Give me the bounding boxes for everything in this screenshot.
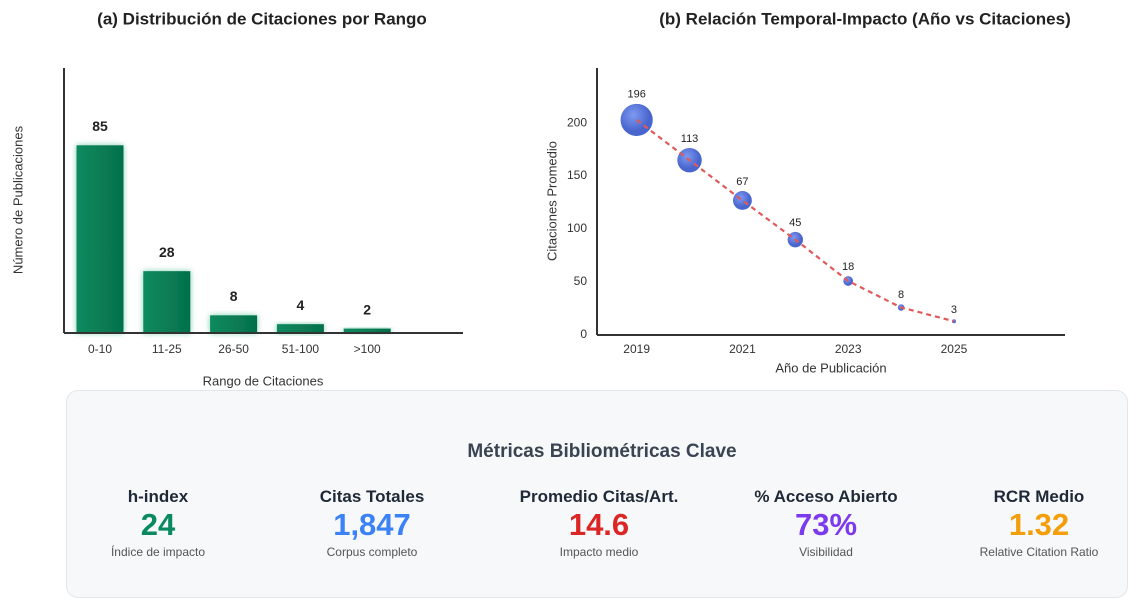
bar — [76, 145, 124, 333]
data-label: 2 — [363, 301, 371, 317]
data-label: 196 — [627, 89, 645, 101]
x-tick-label: 2023 — [835, 342, 862, 356]
metric: Promedio Citas/Art. 14.6 Impacto medio — [499, 487, 699, 559]
metric-description: Corpus completo — [326, 545, 418, 559]
y-tick-label: 150 — [567, 168, 587, 182]
metric-label: Citas Totales — [319, 487, 425, 506]
metric-label: h-index — [127, 487, 189, 506]
bar — [276, 324, 324, 333]
x-tick-label: 2025 — [941, 342, 968, 356]
x-axis-label: Año de Publicación — [775, 360, 886, 375]
y-tick-label: 200 — [567, 115, 587, 129]
data-label: 3 — [951, 304, 957, 316]
chart-title: (a) Distribución de Citaciones por Rango — [97, 9, 427, 28]
metric-value: 1,847 — [333, 507, 411, 542]
metric-label: Promedio Citas/Art. — [519, 487, 679, 506]
x-tick-label: 0-10 — [88, 342, 112, 356]
bubble — [733, 191, 752, 210]
metric-label: % Acceso Abierto — [754, 487, 898, 506]
bar — [143, 271, 191, 333]
metric-description: Visibilidad — [799, 545, 853, 559]
data-label: 113 — [681, 133, 699, 145]
y-tick-label: 100 — [567, 221, 587, 235]
metric: h-index 24 Índice de impacto — [58, 487, 258, 559]
chart-title: (b) Relación Temporal-Impacto (Año vs Ci… — [659, 9, 1071, 28]
data-label: 85 — [92, 118, 108, 134]
metric-description: Impacto medio — [559, 545, 639, 559]
data-label: 4 — [297, 297, 305, 313]
data-label: 8 — [898, 289, 904, 301]
metric-description: Relative Citation Ratio — [979, 545, 1099, 559]
metric: % Acceso Abierto 73% Visibilidad — [726, 487, 926, 559]
metric-value: 24 — [140, 507, 176, 542]
metric-value: 14.6 — [568, 507, 630, 542]
y-tick-label: 50 — [574, 274, 588, 288]
data-label: 45 — [789, 217, 801, 229]
x-axis-label: Rango de Citaciones — [203, 373, 324, 388]
bar — [210, 315, 258, 333]
data-label: 67 — [736, 176, 748, 188]
x-tick-label: 51-100 — [282, 342, 320, 356]
metric-value: 73% — [794, 507, 858, 542]
metric-description: Índice de impacto — [110, 545, 206, 559]
x-tick-label: 2021 — [729, 342, 756, 356]
y-axis-label: Citaciones Promedio — [544, 141, 559, 261]
y-tick-label: 0 — [580, 327, 587, 341]
trend-line — [635, 119, 955, 323]
x-tick-label: 11-25 — [152, 342, 182, 356]
bar — [343, 328, 391, 333]
metric: Citas Totales 1,847 Corpus completo — [272, 487, 472, 559]
x-tick-label: >100 — [354, 342, 381, 356]
data-label: 28 — [159, 244, 175, 260]
x-tick-label: 26-50 — [218, 342, 249, 356]
metric-value: 1.32 — [1008, 507, 1070, 542]
metric-label: RCR Medio — [993, 487, 1085, 506]
charts: (a) Distribución de Citaciones por Rango… — [10, 9, 1071, 388]
data-label: 18 — [842, 261, 854, 273]
data-label: 8 — [230, 288, 238, 304]
y-axis-label: Número de Publicaciones — [10, 125, 25, 274]
metrics-panel: Métricas Bibliométricas Clave h-index 24 Í… — [66, 390, 1128, 598]
metrics-title: Métricas Bibliométricas Clave — [467, 441, 737, 462]
x-tick-label: 2019 — [623, 342, 650, 356]
metric: RCR Medio 1.32 Relative Citation Ratio — [939, 487, 1131, 559]
